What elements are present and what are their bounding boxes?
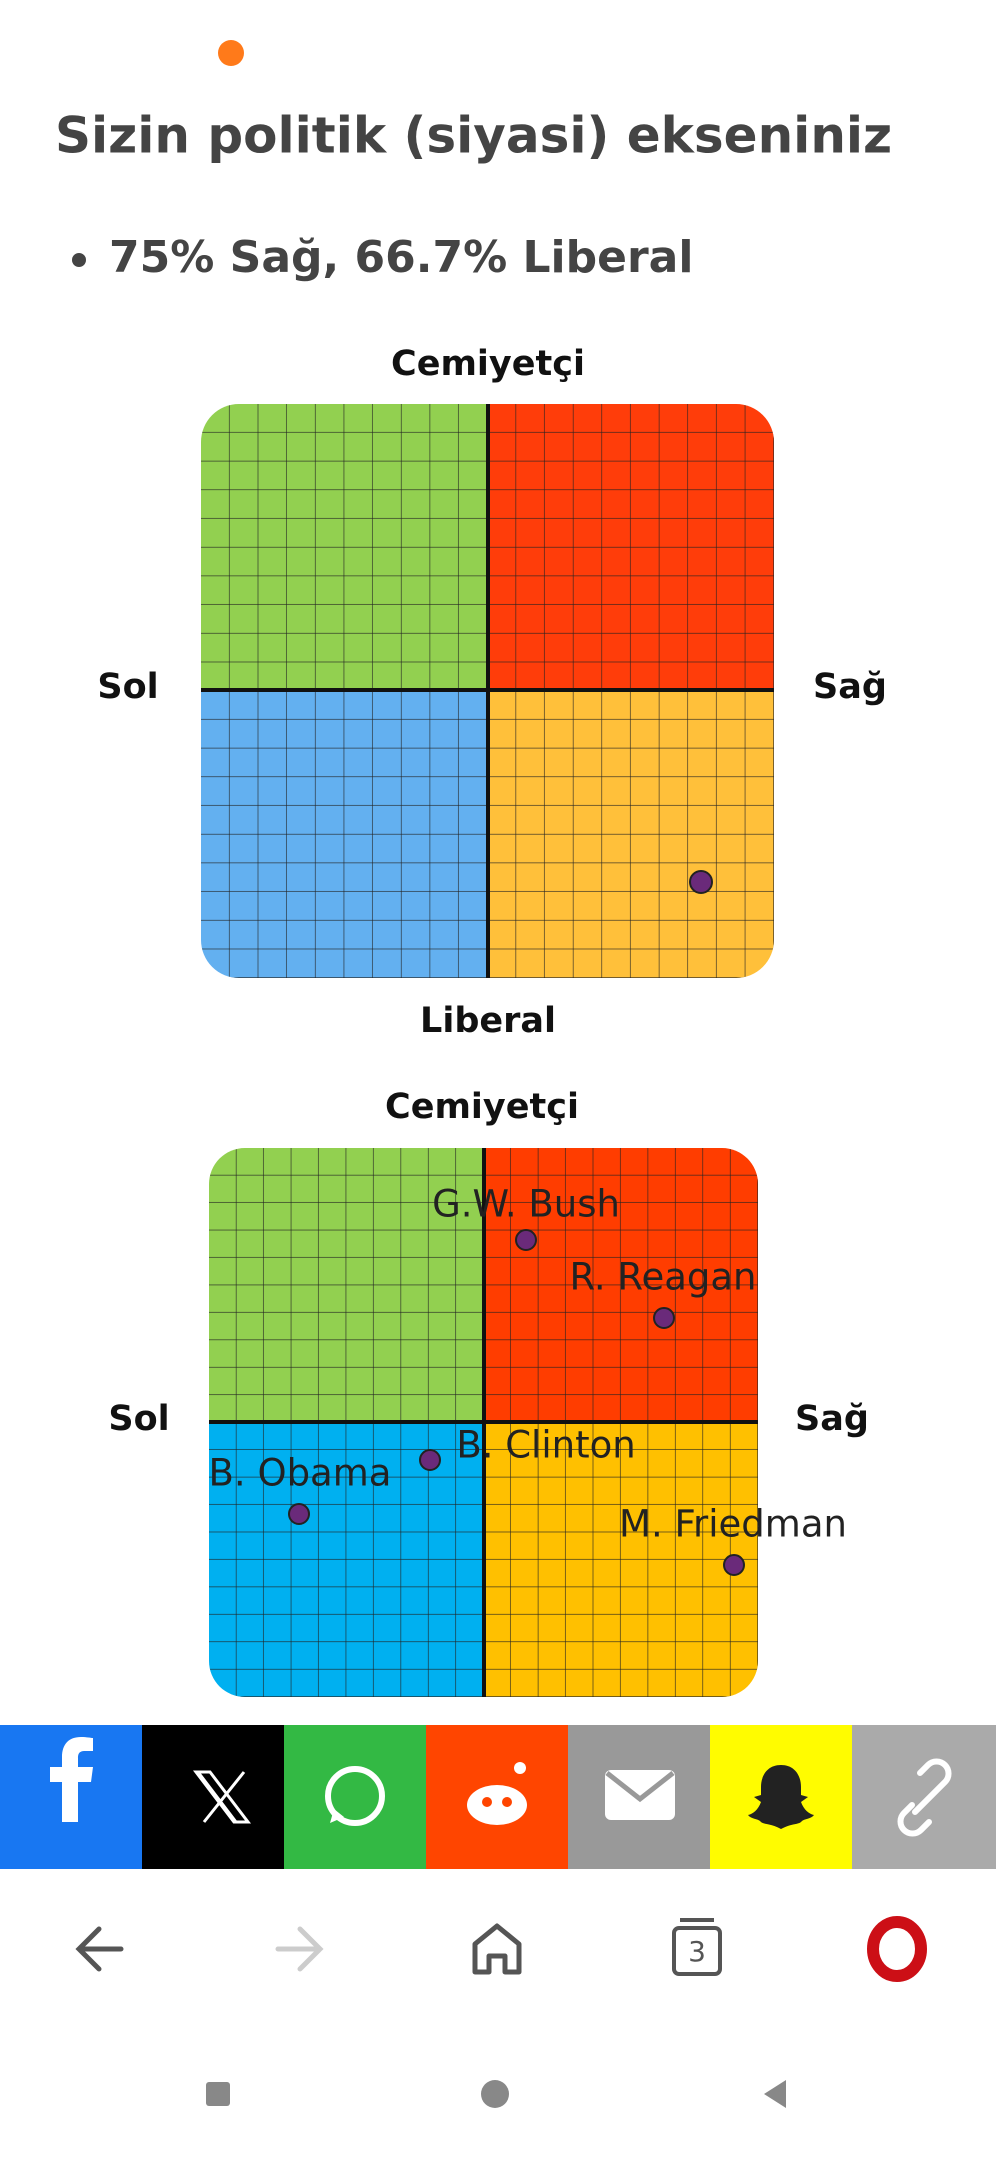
snapchat-icon [748,1765,814,1829]
home-button[interactable] [472,1923,522,1975]
recents-button[interactable] [206,2082,230,2106]
person-dot [419,1449,441,1471]
reddit-eye [502,1797,512,1807]
axis-label: Cemiyetçi [391,344,585,384]
axis-label: Sol [97,667,158,707]
site-logo[interactable] [218,40,244,66]
person-dot [723,1554,745,1576]
share-whatsapp[interactable] [284,1725,427,1869]
compass-2 [209,1148,758,1697]
person-label: B. Clinton [456,1424,635,1467]
tabs-icon [672,1926,722,1976]
person-dot [653,1307,675,1329]
tab-count: 3 [688,1935,706,1968]
person-dot [288,1503,310,1525]
axis-label: Liberal [420,1001,556,1041]
axis-label: Sol [108,1399,169,1439]
link-icon [897,1758,952,1837]
system-back-button[interactable] [764,2080,786,2108]
person-label: G.W. Bush [432,1183,620,1226]
bullet [72,253,86,267]
axis-label: Sağ [795,1399,869,1439]
forward-button[interactable] [275,1926,324,1972]
email-flap [605,1771,675,1803]
reddit-icon [467,1785,527,1825]
share-bar [0,1725,996,1869]
whatsapp-icon [325,1766,385,1826]
axis-label: Cemiyetçi [385,1087,579,1127]
compass-1 [201,404,774,978]
system-home-button[interactable] [481,2080,509,2108]
reddit-antenna [514,1762,526,1774]
page-title: Sizin politik (siyasi) ekseniniz [55,107,892,165]
person-label: R. Reagan [569,1256,756,1299]
opera-button[interactable] [867,1916,927,1982]
x-icon [192,1770,252,1824]
user-position [689,870,713,894]
back-button[interactable] [75,1926,124,1972]
person-label: B. Obama [209,1452,392,1495]
reddit-eye [482,1797,492,1807]
share-link[interactable] [852,1725,996,1869]
person-label: M. Friedman [619,1503,847,1546]
facebook-icon [50,1737,93,1822]
tabs-button[interactable]: 3 [672,1918,722,1976]
result-text: 75% Sağ, 66.7% Liberal [109,232,693,283]
whatsapp-tail [330,1809,344,1823]
axis-label: Sağ [813,667,887,707]
browser-toolbar [0,1869,996,2025]
person-dot [515,1229,537,1251]
